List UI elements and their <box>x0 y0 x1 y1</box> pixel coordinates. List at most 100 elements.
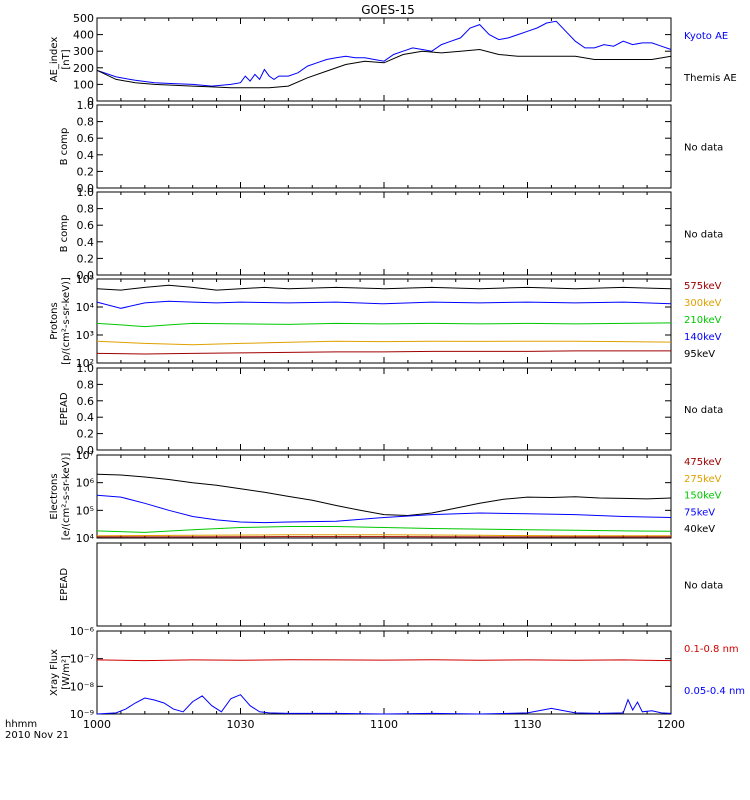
legend-entry: Kyoto AE <box>684 31 728 42</box>
panel-ae: 500 400 300 200 100 0 AE_index [nT] Kyoto AE Them… <box>49 12 737 108</box>
y-axis-label: AE_index <box>49 37 60 83</box>
y-tick-label: 0.6 <box>77 132 95 145</box>
panel-frame <box>96 542 672 627</box>
y-axis-label: B comp <box>59 215 70 253</box>
y-tick-label: 0.2 <box>77 252 95 265</box>
y-tick-label: 10⁻⁹ <box>70 708 94 721</box>
y-axis-label: [e/(cm²-s-sr-keV)] <box>61 453 72 541</box>
panel-protons: 10⁵ 10⁴ 10³ 10² Protons [p/(cm²-s-sr-keV)] 575… <box>49 273 722 370</box>
y-tick-label: 10⁵ <box>76 504 94 517</box>
series-line-electrons-2 <box>96 526 672 533</box>
legend-entry: 275keV <box>684 474 722 485</box>
panel-electrons: 10⁷ 10⁶ 10⁵ 10⁴ Electrons [e/(cm²-s-sr-keV)] 4… <box>49 449 722 545</box>
y-tick-label: 0.8 <box>77 378 95 391</box>
plot-title: GOES-15 <box>361 3 415 17</box>
y-axis-label: [p/(cm²-s-sr-keV)] <box>61 277 72 365</box>
series-line-protons-0 <box>96 284 672 291</box>
x-tick-label: 1000 <box>83 718 111 731</box>
legend-entry: 0.1-0.8 nm <box>684 644 739 655</box>
y-tick-label: 0 <box>87 95 94 108</box>
x-tick-label: 1100 <box>370 718 398 731</box>
legend-entry: 95keV <box>684 349 715 360</box>
x-tick-label: 1030 <box>227 718 255 731</box>
y-tick-label: 0.4 <box>77 411 95 424</box>
series-line-xray-1 <box>96 694 672 715</box>
y-tick-label: 0.6 <box>77 219 95 232</box>
y-tick-label: 10⁴ <box>76 532 95 545</box>
y-tick-label: 0.8 <box>77 203 95 216</box>
legend-entry: 0.05-0.4 nm <box>684 686 745 697</box>
legend-entry: 475keV <box>684 457 722 468</box>
y-axis-label: [nT] <box>61 49 72 69</box>
panels-group: 500 400 300 200 100 0 AE_index [nT] Kyoto AE Them… <box>49 12 745 721</box>
no-data-label: No data <box>684 581 723 592</box>
series-line-protons-4 <box>96 350 671 355</box>
y-tick-label: 1.0 <box>77 99 95 112</box>
panel-frame <box>96 17 672 102</box>
y-tick-label: 300 <box>73 45 94 58</box>
series-line-protons-2 <box>96 322 672 328</box>
panel-frame <box>96 630 672 715</box>
y-tick-label: 0.0 <box>77 269 95 282</box>
y-tick-label: 500 <box>73 12 94 25</box>
y-tick-label: 0.4 <box>77 149 95 162</box>
series-line-protons-1 <box>96 300 672 309</box>
y-tick-label: 10³ <box>76 329 94 342</box>
panel-epead1: 1.0 0.8 0.6 0.4 0.2 0.0 EPEAD No data <box>59 362 723 457</box>
y-tick-label: 10⁶ <box>76 477 95 490</box>
y-tick-label: 10⁵ <box>76 273 94 286</box>
series-line-ae-0 <box>96 20 672 87</box>
y-axis-label: EPEAD <box>59 392 70 426</box>
series-line-electrons-3 <box>96 534 671 537</box>
panel-frame <box>96 454 672 539</box>
y-axis-label: Electrons <box>49 473 60 519</box>
series-line-xray-0 <box>96 659 672 662</box>
legend-entry: Themis AE <box>683 73 737 84</box>
no-data-label: No data <box>684 143 723 154</box>
y-tick-label: 10⁻⁶ <box>70 625 95 638</box>
x-tick-label: 1200 <box>657 718 685 731</box>
y-tick-label: 400 <box>73 29 94 42</box>
panel-b1: 1.0 0.8 0.6 0.4 0.2 0.0 B comp No data <box>59 99 723 195</box>
legend-entry: 210keV <box>684 315 722 326</box>
y-axis-label: EPEAD <box>59 568 70 602</box>
x-axis: 1000 1030 1100 1130 1200 <box>83 718 685 731</box>
legend-entry: 150keV <box>684 491 722 502</box>
y-tick-label: 1.0 <box>77 186 95 199</box>
legend-entry: 300keV <box>684 298 722 309</box>
y-tick-label: 10⁷ <box>76 449 94 462</box>
footer-date: 2010 Nov 21 <box>5 730 69 741</box>
y-axis-label: Xray Flux <box>49 649 60 696</box>
series-line-protons-3 <box>96 340 672 346</box>
y-tick-label: 0.8 <box>77 116 95 129</box>
y-tick-label: 10⁴ <box>76 301 95 314</box>
y-tick-label: 0.2 <box>77 165 95 178</box>
legend-entry: 575keV <box>684 281 722 292</box>
y-tick-label: 0.2 <box>77 428 95 441</box>
panel-frame <box>96 191 672 276</box>
legend-entry: 75keV <box>684 507 715 518</box>
y-tick-label: 0.4 <box>77 236 95 249</box>
footer-hhmm: hhmm <box>5 719 37 730</box>
no-data-label: No data <box>684 405 723 416</box>
legend-entry: 40keV <box>684 524 715 535</box>
y-tick-label: 1.0 <box>77 362 95 375</box>
legend-entry: 140keV <box>684 332 722 343</box>
y-tick-label: 0.0 <box>77 444 95 457</box>
y-tick-label: 0.0 <box>77 182 95 195</box>
no-data-label: No data <box>684 230 723 241</box>
panel-epead2: EPEAD No data <box>59 542 723 627</box>
panel-frame <box>96 367 672 451</box>
y-tick-label: 200 <box>73 62 94 75</box>
y-axis-label: [W/m²] <box>61 655 72 690</box>
series-line-electrons-1 <box>96 494 672 524</box>
x-tick-label: 1130 <box>514 718 542 731</box>
panel-b2: 1.0 0.8 0.6 0.4 0.2 0.0 B comp No data <box>59 186 723 282</box>
panel-xray: 10⁻⁶ 10⁻⁷ 10⁻⁸ 10⁻⁹ Xray Flux [W/m²] 0.1-0.8 n… <box>49 625 745 721</box>
series-line-electrons-0 <box>96 473 672 517</box>
y-tick-label: 0.6 <box>77 395 95 408</box>
series-line-ae-1 <box>96 48 672 89</box>
panel-frame <box>96 104 672 189</box>
panel-frame <box>96 278 672 364</box>
